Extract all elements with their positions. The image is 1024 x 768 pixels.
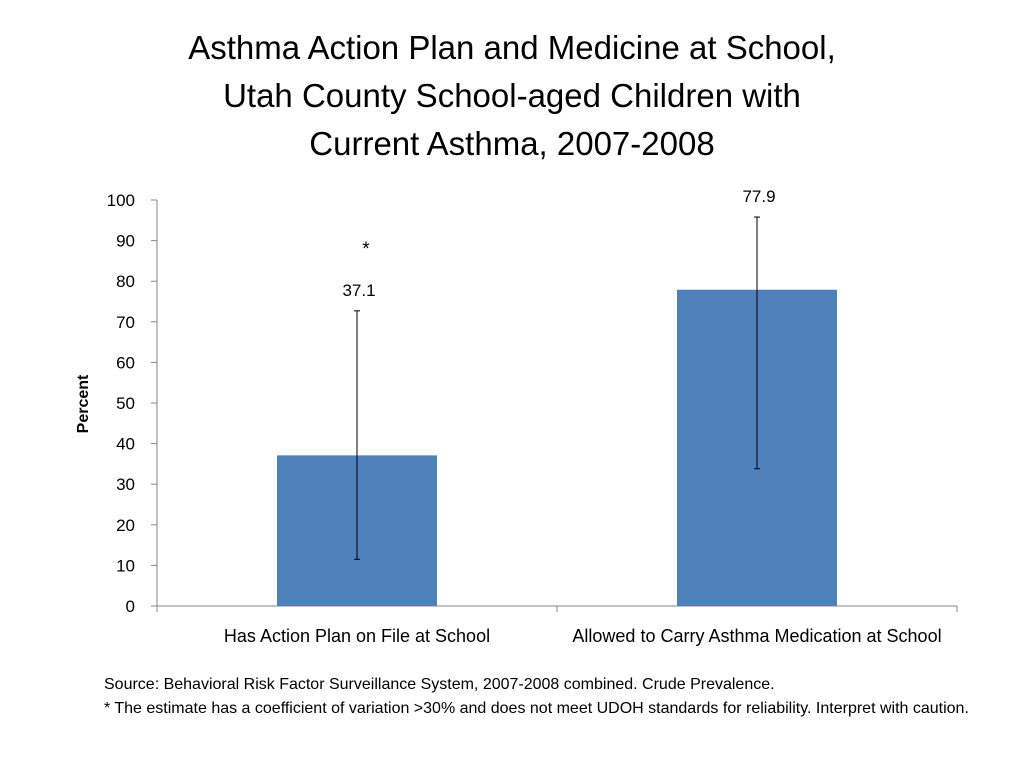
category-label-carry-medication: Allowed to Carry Asthma Medication at Sc… <box>572 626 942 646</box>
y-tick-label: 100 <box>107 191 135 210</box>
chart-title-line-3: Current Asthma, 2007-2008 <box>309 125 715 162</box>
y-tick-label: 0 <box>126 597 135 616</box>
source-note: Source: Behavioral Risk Factor Surveilla… <box>104 676 775 693</box>
y-tick-label: 20 <box>116 516 135 535</box>
y-tick-label: 50 <box>116 394 135 413</box>
chart-title-line-1: Asthma Action Plan and Medicine at Schoo… <box>188 29 836 66</box>
chart-title: Asthma Action Plan and Medicine at Schoo… <box>112 24 912 168</box>
value-label: 77.9 <box>742 187 775 206</box>
y-tick-label: 80 <box>116 272 135 291</box>
chart-title-line-2: Utah County School-aged Children with <box>223 77 801 114</box>
y-tick-label: 60 <box>116 353 135 372</box>
asterisk-annotation: * <box>362 239 370 260</box>
reliability-note: * The estimate has a coefficient of vari… <box>104 700 969 717</box>
footer-notes: Source: Behavioral Risk Factor Surveilla… <box>104 673 1004 721</box>
y-tick-label: 30 <box>116 475 135 494</box>
y-tick-label: 70 <box>116 313 135 332</box>
y-tick-label: 10 <box>116 556 135 575</box>
y-tick-label: 40 <box>116 435 135 454</box>
category-label-action-plan: Has Action Plan on File at School <box>223 626 491 646</box>
y-axis-label: Percent <box>75 374 92 434</box>
value-label: 37.1 <box>342 281 375 300</box>
y-tick-label: 90 <box>116 232 135 251</box>
